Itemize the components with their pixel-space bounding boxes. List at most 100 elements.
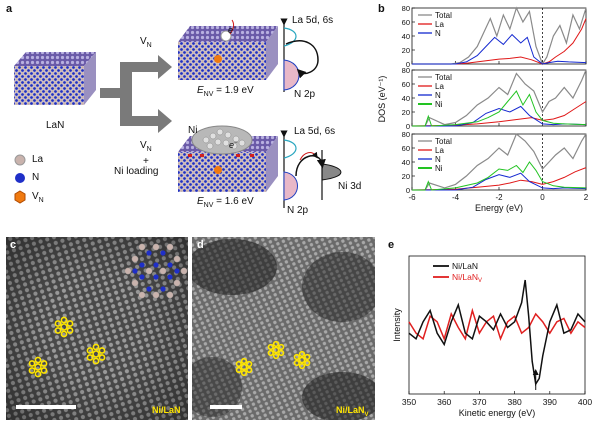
legend-label: Total: [435, 137, 452, 146]
y-tick-label: 20: [402, 172, 410, 181]
dos-series-n: [412, 172, 587, 191]
x-axis-label: Energy (eV): [475, 203, 523, 213]
y-tick-label: 0: [406, 186, 410, 195]
spectrum-series: [408, 307, 586, 342]
x-axis-label: Kinetic energy (eV): [459, 408, 536, 418]
x-tick-label: 370: [472, 397, 486, 407]
scale-bar-c: [16, 405, 76, 409]
band-diagram-bottom: [280, 130, 342, 208]
branch-arrow: [100, 55, 172, 133]
panel-c-label: c: [10, 239, 17, 251]
legend-n-icon: [15, 173, 25, 183]
panel-b-label: b: [378, 3, 385, 15]
panel-e-label: e: [388, 239, 395, 251]
x-tick-label: 2: [584, 193, 589, 202]
legend-label: N: [435, 91, 441, 100]
electron-top-label: e−: [228, 25, 237, 35]
x-tick-label: 400: [578, 397, 592, 407]
atomic-model-inset: [124, 243, 188, 299]
band-diagram-top: [280, 18, 319, 92]
dos-series-la: [411, 101, 587, 127]
dos-series-ni: [412, 161, 587, 191]
y-tick-label: 40: [402, 32, 410, 41]
y-axis-label: DOS (eV⁻¹): [377, 76, 387, 123]
n2p-bottom-label: N 2p: [287, 205, 309, 216]
legend-label: Ni/LaNV: [452, 272, 482, 284]
x-tick-label: 390: [543, 397, 557, 407]
legend-label: N: [435, 155, 441, 164]
y-tick-label: 80: [402, 130, 410, 139]
stem-image-ni-lan: [6, 237, 188, 420]
ni-loading-label: Ni loading: [114, 166, 159, 177]
dos-chart: 020406080TotalLaN020406080TotalLaNNi0204…: [377, 4, 589, 213]
y-tick-label: 60: [402, 18, 410, 27]
x-tick-label: -4: [452, 193, 460, 202]
legend-vn-icon: [14, 190, 26, 204]
lan-slab: [14, 52, 96, 105]
dos-series-total: [412, 69, 587, 127]
legend-n-label: N: [32, 172, 40, 183]
legend-label: Ni/LaN: [452, 261, 478, 271]
x-tick-label: 360: [437, 397, 451, 407]
legend-label: Total: [435, 73, 452, 82]
legend-la-label: La: [32, 154, 44, 165]
legend-label: Total: [435, 11, 452, 20]
y-tick-label: 80: [402, 4, 410, 13]
ni-cluster-markers: [28, 316, 106, 378]
x-tick-label: 0: [540, 193, 545, 202]
la-5d-6s-bottom-label: La 5d, 6s: [294, 126, 336, 137]
x-tick-label: 350: [402, 397, 416, 407]
lan-label: LaN: [46, 120, 65, 131]
spectrum-frame: [408, 255, 586, 395]
vn-top-label: VN: [140, 36, 152, 49]
dos-series-n: [412, 33, 587, 65]
y-tick-label: 0: [406, 60, 410, 69]
x-tick-label: -6: [408, 193, 416, 202]
legend-label: Ni: [435, 100, 443, 109]
y-tick-label: 60: [402, 144, 410, 153]
scale-bar-d: [210, 405, 242, 409]
legend-label: La: [435, 146, 444, 155]
legend-label-sub: V: [478, 278, 482, 284]
panel-c-sample-label: Ni/LaN: [152, 405, 181, 415]
y-tick-label: 80: [402, 66, 410, 75]
y-tick-label: 60: [402, 80, 410, 89]
y-tick-label: 40: [402, 94, 410, 103]
la-5d-6s-top-label: La 5d, 6s: [292, 15, 334, 26]
legend-label: La: [435, 20, 444, 29]
ni-cluster-label: Ni: [188, 125, 198, 136]
dos-series-total: [412, 133, 587, 191]
stem-image-ni-lanv: [192, 237, 375, 420]
y-tick-label: 40: [402, 158, 410, 167]
panel-d-sample-label: Ni/LaNV: [336, 405, 369, 418]
panel-a-label: a: [6, 3, 13, 15]
auger-spectrum-chart: 350 360 370 380 390 400 Kinetic energy (eV) Int…: [392, 255, 592, 418]
x-tick-label: 380: [508, 397, 522, 407]
panel-d-label: d: [197, 239, 204, 251]
panel-a-figure: [14, 18, 342, 208]
bottom-slab-ni: [178, 125, 278, 192]
legend-label: Ni: [435, 164, 443, 173]
dos-series-la: [411, 167, 587, 191]
x-tick-label: -2: [495, 193, 503, 202]
legend-la-icon: [14, 154, 26, 166]
ni-cluster-markers-d: [235, 340, 311, 377]
vn-bottom-label: VN +: [140, 140, 152, 167]
n2p-top-label: N 2p: [294, 89, 316, 100]
minimum-arrow-head: [532, 369, 539, 375]
dos-series-ni: [412, 90, 587, 127]
spectrum-series: [408, 279, 586, 387]
y-tick-label: 0: [406, 122, 410, 131]
dos-series-la: [412, 18, 587, 65]
legend-vn-label: VN: [32, 191, 44, 204]
env-bottom-label: ENV = 1.6 eV: [197, 196, 254, 209]
electron-bottom-label: e−: [229, 140, 238, 150]
dos-series-total: [412, 6, 587, 66]
y-tick-label: 20: [402, 108, 410, 117]
top-slab-vn: [178, 19, 278, 80]
env-top-label: ENV = 1.9 eV: [197, 85, 254, 98]
ni3d-label: Ni 3d: [338, 181, 362, 192]
legend-label: La: [435, 82, 444, 91]
legend-label: N: [435, 29, 441, 38]
y-tick-label: 20: [402, 46, 410, 55]
